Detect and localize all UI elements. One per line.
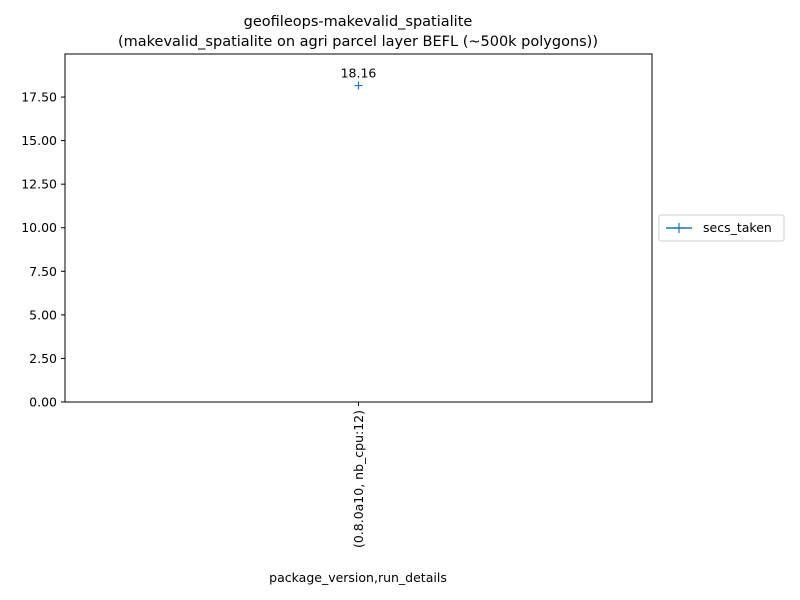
y-tick-label: 17.50 [21,90,57,105]
y-tick-label: 12.50 [21,177,57,192]
legend: secs_taken [658,214,785,242]
chart-title: geofileops-makevalid_spatialite [244,14,473,30]
data-label: 18.16 [341,66,377,81]
plot-frame [64,53,653,403]
series-layer: 18.16 [341,66,377,90]
x-axis: (0.8.0a10, nb_cpu:12) [351,402,366,548]
data-point-marker [354,81,363,90]
y-tick-label: 5.00 [29,307,57,322]
y-tick-label: 15.00 [21,133,57,148]
y-tick-label: 0.00 [29,395,57,410]
legend-box [658,214,785,242]
legend-plus-marker [674,223,684,233]
y-axis: 0.00 2.50 5.00 7.50 10.00 12.50 15.00 17.50 [21,90,65,410]
x-axis-label: package_version,run_details [269,570,447,585]
y-tick-label: 7.50 [29,264,57,279]
x-tick-label: (0.8.0a10, nb_cpu:12) [351,410,366,548]
y-tick-label: 2.50 [29,351,57,366]
y-tick-label: 10.00 [21,220,57,235]
legend-entry-secs-taken: secs_taken [703,220,772,235]
chart-subtitle: (makevalid_spatialite on agri parcel lay… [118,34,598,50]
